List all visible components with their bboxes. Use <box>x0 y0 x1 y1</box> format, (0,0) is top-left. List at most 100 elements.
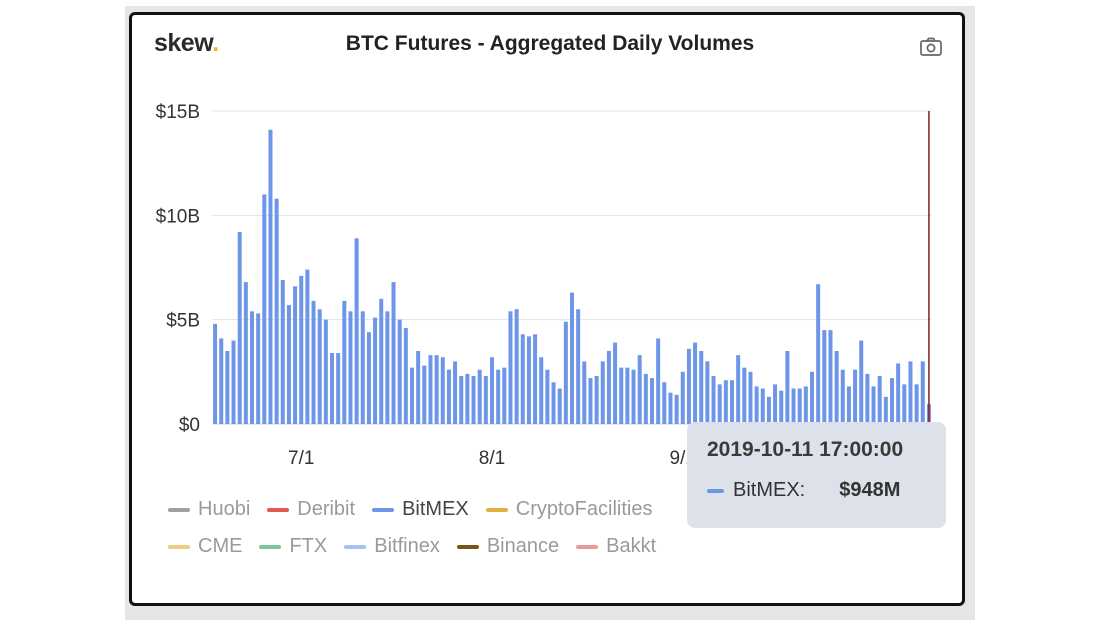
y-tick-label: $5B <box>166 311 200 332</box>
chart-card: skew. BTC Futures - Aggregated Daily Vol… <box>129 12 965 606</box>
tooltip: 2019-10-11 17:00:00 BitMEX: $948M <box>687 422 946 528</box>
legend-label: Deribit <box>297 498 356 520</box>
bar <box>545 369 550 424</box>
bar <box>613 342 618 424</box>
bar <box>539 357 544 424</box>
bar <box>760 388 765 424</box>
legend-item-binance[interactable]: Binance <box>456 535 560 558</box>
bar <box>643 373 648 424</box>
bar <box>637 355 642 424</box>
bar <box>902 384 907 424</box>
bar <box>625 367 630 424</box>
bar <box>650 378 654 424</box>
bar <box>551 382 556 424</box>
bar <box>508 311 513 424</box>
legend-swatch <box>344 544 367 549</box>
bar <box>693 342 698 424</box>
bar <box>231 340 236 424</box>
legend-row: CME FTX Bitfinex Binance Bakkt <box>168 535 708 558</box>
bar <box>225 350 230 424</box>
bar <box>594 376 599 424</box>
legend-item-huobi[interactable]: Huobi <box>168 498 250 521</box>
bar <box>293 286 298 424</box>
bar <box>366 332 371 424</box>
camera-icon[interactable] <box>919 35 943 59</box>
bar <box>391 282 396 424</box>
bar <box>434 355 439 424</box>
legend-swatch <box>576 544 599 549</box>
bar <box>668 392 673 424</box>
legend-swatch <box>168 544 190 549</box>
bar <box>496 369 501 424</box>
bar <box>822 330 827 424</box>
legend-label: CryptoFacilities <box>515 498 653 520</box>
bar <box>914 384 919 424</box>
bar <box>490 357 494 424</box>
tooltip-time: 2019-10-11 17:00:00 <box>707 438 904 461</box>
bar <box>766 396 771 424</box>
legend-label: Binance <box>486 535 560 557</box>
bar <box>730 380 734 424</box>
legend-label: FTX <box>289 535 328 557</box>
bar <box>286 305 291 424</box>
legend-item-bitmex[interactable]: BitMEX <box>372 498 469 521</box>
bar <box>908 361 913 424</box>
bar <box>256 313 261 424</box>
bar <box>471 376 476 424</box>
logo-dot: . <box>212 29 219 57</box>
bar <box>853 369 858 424</box>
bar <box>631 369 636 424</box>
legend-item-ftx[interactable]: FTX <box>259 535 327 558</box>
bar <box>422 365 427 424</box>
bar <box>317 309 322 424</box>
bar <box>397 319 402 424</box>
bar <box>723 380 728 424</box>
legend-item-bitfinex[interactable]: Bitfinex <box>344 535 440 558</box>
bar <box>305 269 310 424</box>
bar <box>336 353 341 424</box>
bar <box>920 361 925 424</box>
bar <box>717 384 722 424</box>
bar <box>791 388 796 424</box>
bar <box>606 350 611 424</box>
bar <box>656 338 661 424</box>
tooltip-swatch <box>707 488 724 493</box>
bar <box>514 309 519 424</box>
y-tick-label: $15B <box>156 102 200 123</box>
legend-swatch <box>168 507 190 512</box>
tooltip-value: $948M <box>839 479 901 501</box>
x-tick-label: 8/1 <box>479 448 505 469</box>
legend-item-bakkt[interactable]: Bakkt <box>576 535 656 558</box>
bar <box>440 357 445 424</box>
legend-label: CME <box>198 535 243 557</box>
legend-item-cme[interactable]: CME <box>168 535 242 558</box>
bar <box>323 319 328 424</box>
bar <box>274 198 279 424</box>
bar <box>674 394 679 424</box>
bar <box>465 373 470 424</box>
bar <box>268 129 273 424</box>
bar <box>877 376 882 424</box>
legend: Huobi Deribit BitMEX CryptoFacilities CME FTX… <box>168 498 708 572</box>
bar <box>410 367 414 424</box>
bar <box>890 378 894 424</box>
bar <box>416 350 421 424</box>
bar <box>557 388 562 424</box>
legend-row: Huobi Deribit BitMEX CryptoFacilities <box>168 498 708 521</box>
legend-item-cryptofacilities[interactable]: CryptoFacilities <box>485 498 653 521</box>
bar <box>453 361 458 424</box>
bar <box>619 367 624 424</box>
bar <box>834 350 839 424</box>
tooltip-row: BitMEX: $948M <box>707 479 946 502</box>
bar <box>736 355 741 424</box>
bar <box>748 371 753 424</box>
bar <box>213 323 218 424</box>
bar <box>754 386 759 424</box>
bar <box>526 336 531 424</box>
bar <box>403 328 408 424</box>
bar <box>262 194 267 424</box>
legend-item-deribit[interactable]: Deribit <box>267 498 355 521</box>
bar <box>379 298 384 424</box>
bar <box>600 361 605 424</box>
bar <box>250 311 254 424</box>
